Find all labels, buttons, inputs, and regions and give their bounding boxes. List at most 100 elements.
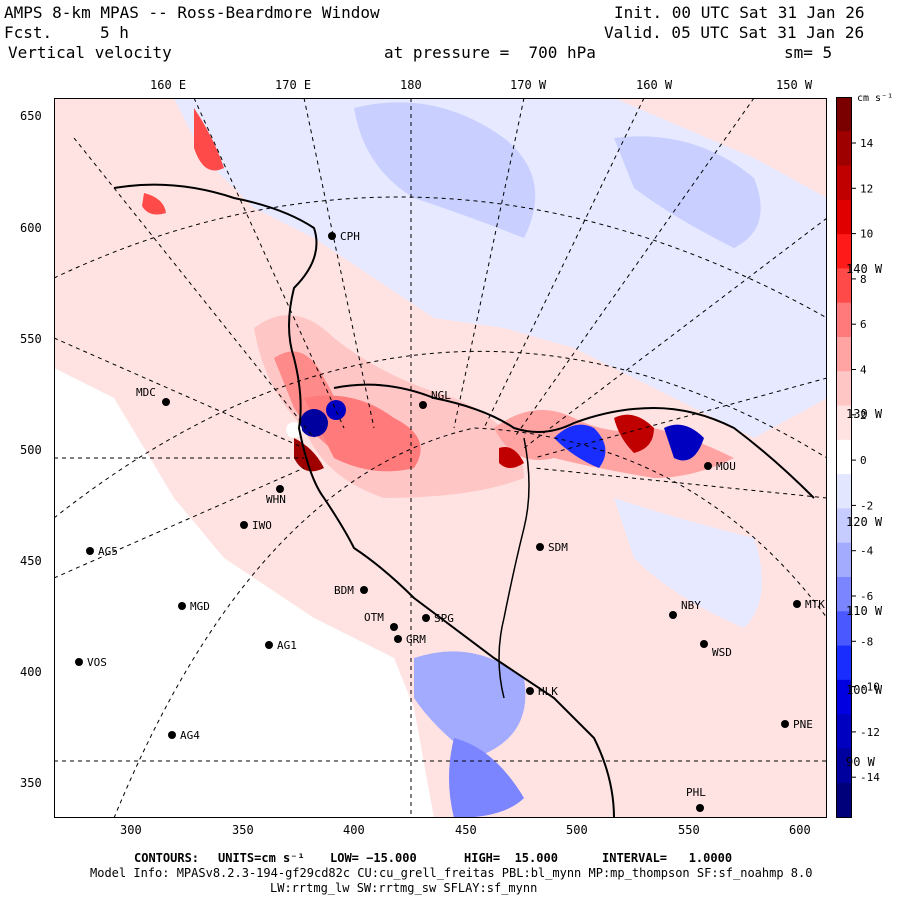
no-data-spot [286, 422, 302, 438]
y-tick-label: 500 [20, 443, 42, 457]
colorbar-tick-label: 12 [860, 182, 873, 195]
valid-time: Valid. 05 UTC Sat 31 Jan 26 [604, 23, 865, 42]
station-label: BDM [334, 584, 354, 597]
station-label: IWO [252, 519, 272, 532]
station-marker [696, 804, 704, 812]
station-marker [360, 586, 368, 594]
model-title: AMPS 8-km MPAS -- Ross-Beardmore Window [4, 3, 380, 22]
station-marker [276, 485, 284, 493]
station-label: MTK [805, 598, 825, 611]
top-lon-label: 150 W [776, 78, 813, 92]
colorbar-tick-label: -12 [860, 726, 880, 739]
top-lon-label: 180 [400, 78, 422, 92]
ice-shelf-edge [333, 383, 815, 499]
colorbar-tick-label: -4 [860, 545, 874, 558]
station-label: MDC [136, 386, 156, 399]
ascent-zone [142, 193, 166, 215]
contour-low: LOW= −15.000 [330, 851, 417, 865]
colorbar-swatch [836, 679, 852, 715]
station-label: PHL [686, 786, 706, 799]
station-marker [178, 602, 186, 610]
colorbar-swatch [836, 302, 852, 338]
colorbar-swatch [836, 645, 852, 681]
grounding-line [498, 437, 530, 699]
colorbar-swatch [836, 542, 852, 578]
station-label: CPH [340, 230, 360, 243]
right-lon-label: 90 W [846, 755, 875, 769]
colorbar-tick-label: -8 [860, 635, 873, 648]
colorbar-swatch [836, 371, 852, 407]
station-label: WSD [712, 646, 732, 659]
station-marker [240, 521, 248, 529]
x-tick-label: 400 [343, 823, 365, 837]
y-tick-label: 450 [20, 554, 42, 568]
station-label: AG4 [180, 729, 200, 742]
model-info-radiation: LW:rrtmg_lw SW:rrtmg_sw SFLAY:sf_mynn [270, 881, 538, 895]
station-marker [162, 398, 170, 406]
descent-zone [554, 424, 606, 468]
colorbar-swatch [836, 577, 852, 612]
smoothing-value: sm= 5 [784, 43, 833, 62]
ascent-zone [499, 447, 524, 468]
colorbar-swatch [836, 439, 852, 475]
colorbar-swatch [836, 234, 852, 269]
y-tick-label: 650 [20, 109, 42, 123]
station-label: SDM [548, 541, 568, 554]
colorbar-swatch [836, 337, 852, 372]
colorbar-swatch [836, 268, 852, 304]
station-marker [419, 401, 427, 409]
station-label: PNE [793, 718, 813, 731]
y-tick-label: 350 [20, 776, 42, 790]
x-tick-label: 500 [566, 823, 588, 837]
colorbar-tick-label: 2 [860, 409, 867, 422]
forecast-hour: 5 h [100, 23, 129, 42]
colorbar-tick-label: -2 [860, 499, 873, 512]
station-label: NGL [431, 389, 451, 402]
station-label: SPG [434, 612, 454, 625]
colorbar-swatch [836, 714, 852, 749]
forecast-label: Fcst. [4, 23, 53, 42]
model-info: Model Info: MPASv8.2.3-194-gf29cd82c CU:… [90, 866, 813, 880]
colorbar-tick-label: -6 [860, 590, 873, 603]
colorbar-tick-label: 6 [860, 318, 867, 331]
graticule [54, 98, 827, 818]
station-marker [75, 658, 83, 666]
station-marker [328, 232, 336, 240]
top-lon-label: 170 E [275, 78, 312, 92]
x-tick-label: 600 [789, 823, 811, 837]
colorbar-tick-label: 0 [860, 454, 867, 467]
top-lon-label: 160 E [150, 78, 187, 92]
field-name: Vertical velocity [8, 43, 172, 62]
station-label: HLK [538, 685, 558, 698]
station-label: MOU [716, 460, 736, 473]
right-lon-label: 110 W [846, 604, 883, 618]
right-lon-label: 140 W [846, 262, 883, 276]
coastline [113, 183, 615, 818]
station-label: WHN [266, 493, 286, 506]
colorbar-units: cm s⁻¹ [857, 93, 894, 104]
top-lon-label: 170 W [510, 78, 547, 92]
station-marker [394, 635, 402, 643]
descent-zone [614, 498, 762, 628]
contour-units: UNITS=cm s⁻¹ [218, 851, 305, 865]
colorbar-swatch [836, 165, 852, 201]
colorbar-swatch [836, 782, 852, 818]
ascent-zone [494, 410, 734, 478]
stations-layer: MDC NGL WHN IWO AG5 BDM SDM OTM GRM MGD AG1 VOS AG4 M… [75, 230, 825, 812]
station-marker [536, 543, 544, 551]
station-marker [168, 731, 176, 739]
station-label: AG1 [277, 639, 297, 652]
descent-core [300, 409, 328, 437]
colorbar-swatch [836, 611, 852, 647]
colorbar-tick-label: 10 [860, 228, 873, 241]
ascent-zone [254, 315, 524, 498]
station-label: VOS [87, 656, 107, 669]
contour-interval: INTERVAL= 1.0000 [602, 851, 733, 865]
station-marker [700, 640, 708, 648]
descent-zone [414, 651, 526, 758]
colorbar-swatch [836, 748, 852, 784]
colorbar: 14 12 10 8 6 4 2 0 -2 -4 -6 -8 -10 -12 -14 [836, 97, 880, 818]
station-marker [265, 641, 273, 649]
station-marker [793, 600, 801, 608]
descent-zone [449, 738, 524, 818]
